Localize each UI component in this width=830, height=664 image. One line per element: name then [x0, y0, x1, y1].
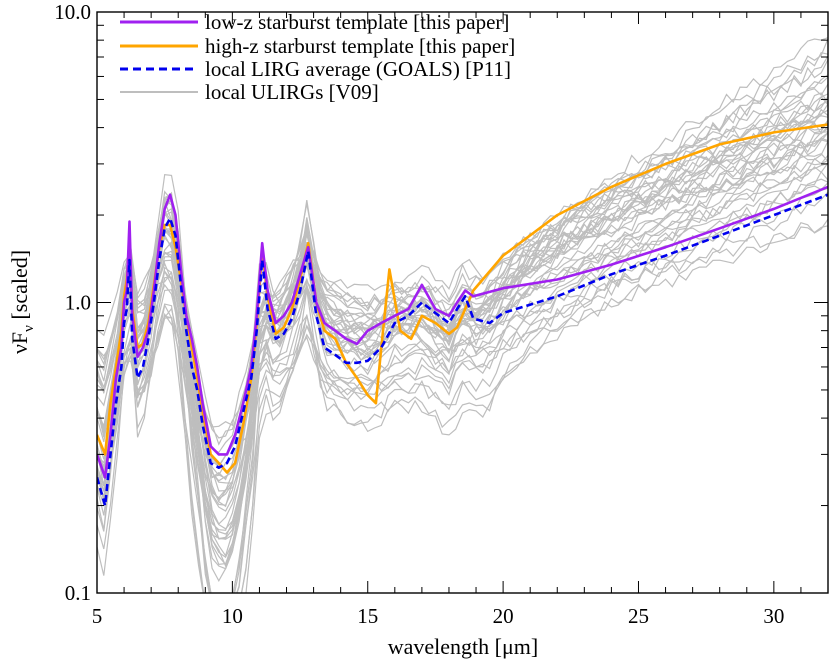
ulirg-curve — [97, 132, 828, 512]
ulirg-curve — [97, 132, 828, 535]
ulirg-curve — [97, 218, 828, 446]
x-tick-label: 20 — [493, 604, 514, 628]
ulirg-curve — [97, 59, 828, 593]
legend-label-high-z: high-z starburst template [this paper] — [205, 34, 515, 58]
y-axis-title-tail: [scaled] — [7, 250, 32, 325]
ulirg-curve — [97, 55, 828, 454]
y-tick-label: 1.0 — [65, 291, 91, 315]
ulirg-curve — [97, 137, 828, 566]
y-axis-title-subscript: ν — [21, 325, 37, 332]
ulirg-curve — [97, 122, 828, 559]
x-axis-title: wavelength [μm] — [388, 634, 538, 659]
y-axis-title-main: νF — [7, 332, 32, 354]
axis-ticks — [96, 12, 829, 594]
template-series — [97, 123, 828, 507]
x-tick-label: 5 — [92, 604, 103, 628]
ulirg-curve — [97, 108, 828, 428]
ulirg-curve — [97, 178, 828, 499]
ulirg-curve — [97, 76, 828, 468]
ulirg-curve — [97, 191, 828, 593]
tick-labels: 5 10 15 20 25 30 0.1 1.0 10.0 — [54, 0, 784, 628]
y-tick-label: 0.1 — [65, 581, 91, 605]
ulirg-curves — [97, 37, 828, 593]
y-tick-label: 10.0 — [54, 0, 91, 24]
legend-label-ulirg: local ULIRGs [V09] — [205, 80, 379, 104]
legend-label-low-z: low-z starburst template [this paper] — [205, 10, 509, 34]
ulirg-curve — [97, 100, 828, 439]
ulirg-curve — [97, 162, 828, 477]
ulirg-curve — [97, 225, 828, 593]
ulirg-curve — [97, 140, 828, 593]
ulirg-curve — [97, 162, 828, 593]
legend-label-lirg: local LIRG average (GOALS) [P11] — [205, 57, 511, 81]
legend: low-z starburst template [this paper] hi… — [120, 10, 515, 104]
x-tick-label: 30 — [763, 604, 784, 628]
x-tick-label: 10 — [222, 604, 243, 628]
series-line-lirg — [97, 193, 828, 507]
x-tick-label: 15 — [357, 604, 378, 628]
y-axis-title: νFν [scaled] — [7, 250, 37, 354]
x-tick-label: 25 — [628, 604, 649, 628]
ulirg-curve — [97, 119, 828, 558]
